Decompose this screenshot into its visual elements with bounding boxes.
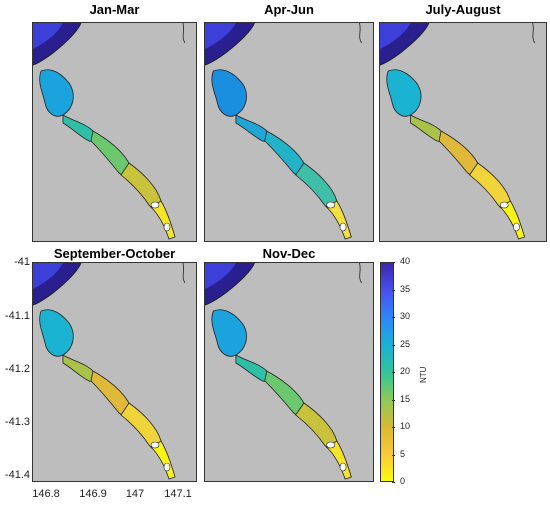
colorbar-tick-label: 15 [400, 393, 411, 404]
island [150, 201, 160, 209]
y-tick-label: -41.3 [4, 416, 30, 428]
estuary-middle [90, 130, 131, 176]
estuary-upper [410, 114, 445, 142]
colorbar-tick-label: 0 [400, 476, 406, 486]
colorbar-tick-label: 10 [400, 421, 411, 431]
estuary-upper [62, 114, 97, 142]
estuary-middle [264, 370, 306, 416]
coast-detail [359, 263, 362, 284]
island [499, 201, 509, 209]
colorbar-tick-mark [392, 482, 395, 483]
y-tick-label: -41.4 [4, 469, 30, 481]
island [150, 441, 160, 449]
colorbar-tick-label: 5 [400, 448, 406, 459]
panel-title-jan-mar: Jan-Mar [89, 2, 140, 17]
island [513, 222, 520, 232]
sea-deep-region [380, 23, 411, 49]
estuary-mouth [211, 309, 247, 357]
coastline [33, 23, 82, 66]
colorbar-tick-label: 35 [400, 283, 411, 294]
coast-detail [182, 23, 186, 44]
estuary-mouth [39, 69, 74, 117]
island [339, 462, 347, 472]
colorbar-tick-mark [392, 289, 395, 291]
colorbar-tick-mark [392, 344, 395, 346]
map-panel-nov-dec [204, 262, 374, 482]
map-panel-september-october [32, 262, 197, 482]
colorbar-tick-mark [392, 262, 395, 263]
sea-deep-region [205, 263, 236, 289]
map-panel-jan-mar [32, 22, 197, 242]
coastline [205, 23, 255, 66]
island [163, 462, 171, 472]
panel-title-july-august: July-August [425, 2, 501, 17]
coast-detail [532, 23, 536, 44]
estuary-upper [235, 354, 271, 382]
map-panel-apr-jun [204, 22, 374, 242]
coastline [205, 263, 255, 306]
colorbar-tick-mark [392, 454, 395, 456]
colorbar-tick-mark [392, 399, 395, 401]
map-panel-july-august [379, 22, 547, 242]
estuary-mouth [386, 69, 422, 117]
x-tick-label: 147.1 [164, 488, 192, 500]
estuary-upper [62, 354, 97, 382]
colorbar-tick-mark [392, 372, 395, 373]
y-tick-label: -41.2 [4, 363, 30, 375]
colorbar-tick-label: 30 [400, 311, 411, 321]
colorbar-tick-mark [392, 427, 395, 428]
coastline [33, 263, 82, 306]
estuary-mouth [39, 309, 74, 357]
y-tick-label: -41 [14, 256, 30, 268]
estuary-upper [235, 114, 271, 142]
sea-deep-region [33, 263, 63, 289]
colorbar-tick-mark [392, 317, 395, 318]
colorbar-tick-label: 25 [400, 338, 411, 349]
island [326, 201, 336, 209]
coast-detail [182, 263, 186, 284]
x-tick-label: 146.9 [79, 488, 107, 500]
island [163, 222, 171, 232]
coast-detail [359, 23, 362, 44]
panel-title-apr-jun: Apr-Jun [264, 2, 314, 17]
panel-title-nov-dec: Nov-Dec [262, 246, 316, 261]
panel-title-september-october: September-October [53, 246, 176, 261]
x-tick-label: 146.8 [32, 488, 60, 500]
estuary-mouth [211, 69, 247, 117]
estuary-middle [90, 370, 131, 416]
coastline [380, 23, 430, 66]
sea-deep-region [205, 23, 236, 49]
estuary-middle [264, 130, 306, 176]
island [339, 222, 347, 232]
estuary-middle [438, 130, 480, 176]
x-tick-label: 147 [125, 488, 145, 500]
colorbar-tick-label: 40 [400, 256, 411, 266]
y-tick-label: -41.1 [4, 310, 30, 322]
sea-deep-region [33, 23, 63, 49]
island [326, 441, 336, 449]
colorbar-label: NTU [419, 366, 428, 383]
colorbar-tick-label: 20 [400, 366, 411, 376]
